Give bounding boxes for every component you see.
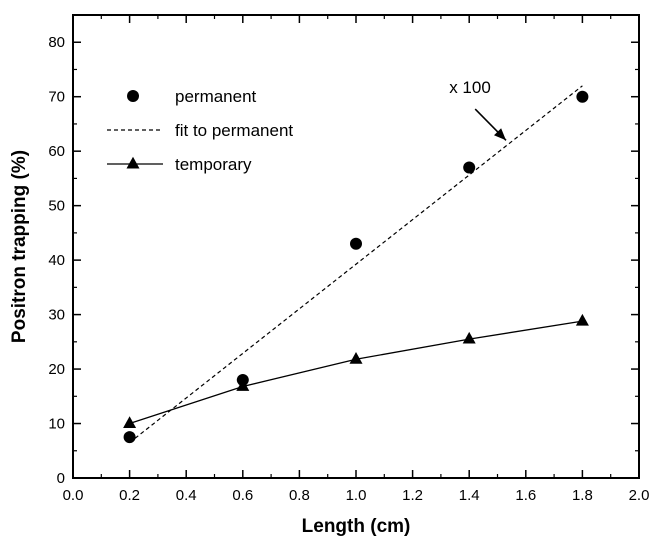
annotation: x 100 bbox=[449, 78, 507, 141]
y-tick-label: 70 bbox=[48, 89, 65, 106]
legend-permanent-marker bbox=[127, 90, 139, 102]
x-tick-label: 0.6 bbox=[232, 487, 253, 504]
temporary-line bbox=[129, 320, 583, 425]
y-tick-label: 50 bbox=[48, 198, 65, 215]
data-series bbox=[123, 85, 589, 444]
y-tick-label: 60 bbox=[48, 143, 65, 160]
y-tick-label: 10 bbox=[48, 416, 65, 433]
x-tick-label: 0.4 bbox=[176, 487, 197, 504]
x-tick-label: 0.2 bbox=[119, 487, 140, 504]
temporary-point bbox=[575, 313, 589, 326]
x-tick-label: 2.0 bbox=[629, 487, 649, 504]
x-tick-label: 0.8 bbox=[289, 487, 310, 504]
legend-label: temporary bbox=[175, 155, 252, 174]
x-tick-label: 1.6 bbox=[515, 487, 536, 504]
temporary-point bbox=[462, 331, 476, 344]
temporary-point bbox=[123, 416, 137, 428]
x-axis-title: Length (cm) bbox=[302, 516, 411, 537]
y-tick-label: 20 bbox=[48, 361, 65, 378]
annotation-arrow-head bbox=[494, 128, 506, 141]
permanent-point bbox=[576, 90, 589, 103]
legend-label: fit to permanent bbox=[175, 121, 293, 140]
permanent-point bbox=[463, 161, 476, 174]
legend-temporary-marker bbox=[126, 156, 140, 169]
temporary-point bbox=[349, 352, 363, 364]
permanent-point bbox=[350, 237, 362, 250]
x-tick-label: 1.2 bbox=[402, 487, 423, 504]
x-tick-label: 0.0 bbox=[63, 487, 84, 504]
legend-label: permanent bbox=[175, 87, 257, 106]
y-tick-label: 80 bbox=[48, 34, 65, 51]
fit-line bbox=[129, 85, 583, 444]
x-tick-label: 1.4 bbox=[459, 487, 480, 504]
annotation-label: x 100 bbox=[449, 78, 491, 97]
y-tick-label: 30 bbox=[48, 307, 65, 324]
axis-ticks: 0.0 0.2 0.4 0.6 0.8 1.0 1.2 1.4 1.6 1.8 2.0 0 10 20 30… bbox=[48, 15, 649, 504]
legend: permanent fit to permanent temporary bbox=[107, 87, 293, 174]
x-tick-label: 1.0 bbox=[346, 487, 367, 504]
y-tick-label: 40 bbox=[48, 252, 65, 269]
y-tick-label: 0 bbox=[57, 470, 65, 487]
permanent-point bbox=[123, 431, 136, 444]
y-axis-title: Positron trapping (%) bbox=[9, 150, 30, 343]
x-tick-label: 1.8 bbox=[572, 487, 593, 504]
permanent-point bbox=[236, 373, 249, 386]
